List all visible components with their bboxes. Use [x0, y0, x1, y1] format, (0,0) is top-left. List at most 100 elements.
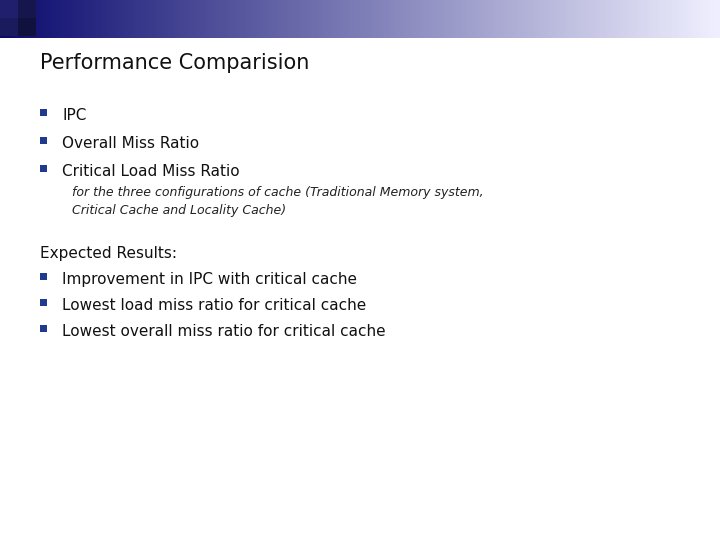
- Bar: [379, 0, 382, 38]
- Bar: [264, 0, 267, 38]
- Bar: [686, 0, 690, 38]
- Bar: [40, 109, 47, 116]
- Bar: [667, 0, 670, 38]
- Bar: [408, 0, 411, 38]
- Text: Critical Load Miss Ratio: Critical Load Miss Ratio: [62, 164, 240, 179]
- Bar: [14, 0, 18, 38]
- Bar: [228, 0, 231, 38]
- Bar: [120, 0, 123, 38]
- Bar: [418, 0, 421, 38]
- Bar: [578, 0, 582, 38]
- Bar: [142, 0, 145, 38]
- Bar: [585, 0, 589, 38]
- Bar: [497, 0, 500, 38]
- Bar: [149, 0, 152, 38]
- Bar: [171, 0, 174, 38]
- Bar: [576, 0, 580, 38]
- Bar: [322, 0, 325, 38]
- Bar: [679, 0, 683, 38]
- Bar: [279, 0, 282, 38]
- Bar: [348, 0, 351, 38]
- Bar: [711, 0, 714, 38]
- Bar: [266, 0, 270, 38]
- Bar: [48, 0, 51, 38]
- Bar: [312, 0, 315, 38]
- Bar: [552, 0, 555, 38]
- Bar: [639, 0, 642, 38]
- Bar: [125, 0, 128, 38]
- Bar: [12, 0, 15, 38]
- Bar: [415, 0, 418, 38]
- Bar: [276, 0, 279, 38]
- Bar: [0, 0, 18, 18]
- Bar: [77, 0, 80, 38]
- Bar: [233, 0, 236, 38]
- Bar: [365, 0, 368, 38]
- Bar: [715, 0, 719, 38]
- Bar: [209, 0, 212, 38]
- Bar: [27, 0, 30, 38]
- Bar: [557, 0, 560, 38]
- Bar: [660, 0, 663, 38]
- Bar: [564, 0, 567, 38]
- Bar: [648, 0, 652, 38]
- Bar: [646, 0, 649, 38]
- Bar: [189, 0, 193, 38]
- Bar: [40, 273, 47, 280]
- Bar: [55, 0, 58, 38]
- Bar: [629, 0, 632, 38]
- Bar: [535, 0, 539, 38]
- Bar: [526, 0, 529, 38]
- Bar: [516, 0, 519, 38]
- Bar: [430, 0, 433, 38]
- Bar: [221, 0, 224, 38]
- Bar: [161, 0, 164, 38]
- Bar: [355, 0, 359, 38]
- Bar: [377, 0, 380, 38]
- Bar: [168, 0, 171, 38]
- Bar: [466, 0, 469, 38]
- Bar: [701, 0, 704, 38]
- Bar: [199, 0, 202, 38]
- Bar: [696, 0, 699, 38]
- Bar: [665, 0, 668, 38]
- Bar: [675, 0, 678, 38]
- Bar: [202, 0, 205, 38]
- Bar: [441, 0, 445, 38]
- Bar: [259, 0, 263, 38]
- Bar: [583, 0, 587, 38]
- Bar: [391, 0, 395, 38]
- Bar: [593, 0, 596, 38]
- Bar: [351, 0, 354, 38]
- Bar: [113, 0, 116, 38]
- Bar: [689, 0, 692, 38]
- Bar: [603, 0, 606, 38]
- Bar: [53, 0, 56, 38]
- Bar: [454, 0, 457, 38]
- Bar: [326, 0, 330, 38]
- Bar: [310, 0, 313, 38]
- Bar: [218, 0, 222, 38]
- Bar: [84, 0, 87, 38]
- Bar: [463, 0, 467, 38]
- Bar: [0, 18, 18, 36]
- Bar: [598, 0, 601, 38]
- Bar: [153, 0, 157, 38]
- Bar: [554, 0, 558, 38]
- Bar: [31, 0, 35, 38]
- Bar: [718, 0, 720, 38]
- Bar: [562, 0, 565, 38]
- Bar: [305, 0, 308, 38]
- Bar: [420, 0, 423, 38]
- Bar: [19, 0, 22, 38]
- Bar: [523, 0, 526, 38]
- Bar: [545, 0, 548, 38]
- Bar: [691, 0, 695, 38]
- Bar: [451, 0, 454, 38]
- Bar: [79, 0, 83, 38]
- Bar: [127, 0, 130, 38]
- Bar: [708, 0, 711, 38]
- Bar: [187, 0, 191, 38]
- Bar: [475, 0, 479, 38]
- Bar: [250, 0, 253, 38]
